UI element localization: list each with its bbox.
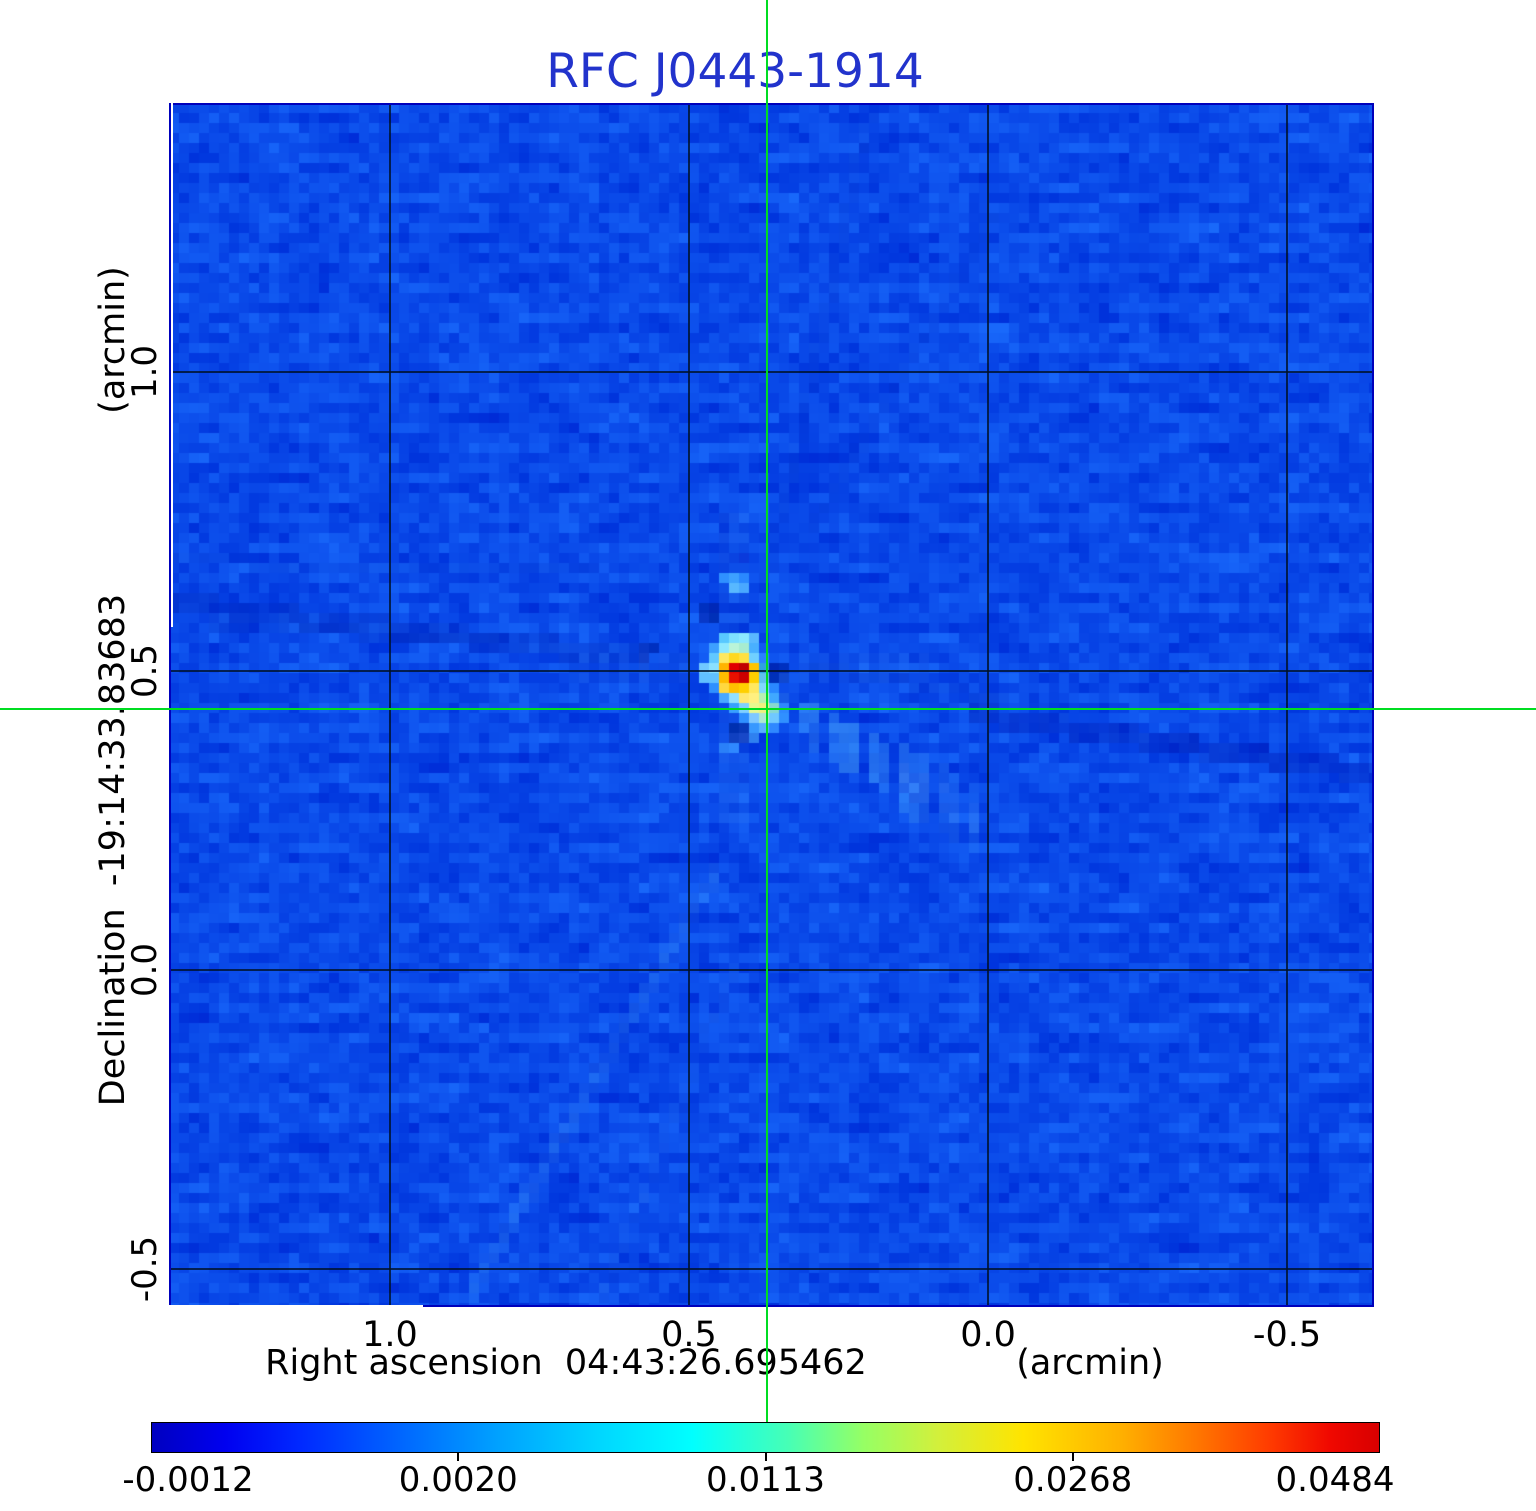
grid-line-horizontal (169, 1268, 1374, 1271)
grid-line-vertical (388, 103, 391, 1307)
x-tick-label: -0.5 (1252, 1315, 1322, 1355)
grid-line-horizontal (169, 670, 1374, 673)
sky-image-canvas (169, 103, 1374, 1307)
page-title: RFC J0443-1914 (546, 44, 924, 99)
sky-image-plot (169, 103, 1374, 1307)
grid-line-horizontal (169, 370, 1374, 373)
grid-line-horizontal (169, 969, 1374, 971)
x-tick-label: 0.5 (661, 1315, 717, 1355)
colorbar-label: 0.0484 (1275, 1460, 1395, 1500)
crosshair-vertical-line (766, 0, 769, 1422)
plot-frame (169, 103, 1374, 1307)
grid-line-vertical (987, 103, 990, 1307)
x-tick-label: 1.0 (362, 1315, 418, 1355)
grid-line-vertical (687, 103, 690, 1307)
colorbar-label: 0.0113 (706, 1460, 825, 1500)
colorbar-label: 0.0268 (1013, 1460, 1133, 1500)
y-tick-label: -0.5 (125, 1235, 165, 1303)
crosshair-horizontal-line (0, 707, 1536, 710)
colorbar-tick (764, 1453, 767, 1461)
frame-highlight-left (171, 103, 173, 627)
grid-line-vertical (1285, 103, 1288, 1307)
y-axis-label: Declination -19:14:33.83683 (93, 593, 133, 1107)
colorbar-tick (1071, 1453, 1074, 1461)
frame-highlight-bottom (169, 1305, 423, 1307)
colorbar-wedge (151, 1422, 1380, 1453)
colorbar-label: -0.0012 (122, 1460, 254, 1500)
colorbar-label: 0.0020 (398, 1460, 518, 1500)
x-tick-label: 0.0 (960, 1315, 1016, 1355)
y-axis-unit: (arcmin) (93, 266, 133, 414)
x-axis-label: Right ascension 04:43:26.695462 (265, 1343, 867, 1383)
colorbar-tick (457, 1453, 460, 1461)
x-axis-unit: (arcmin) (1016, 1343, 1164, 1383)
